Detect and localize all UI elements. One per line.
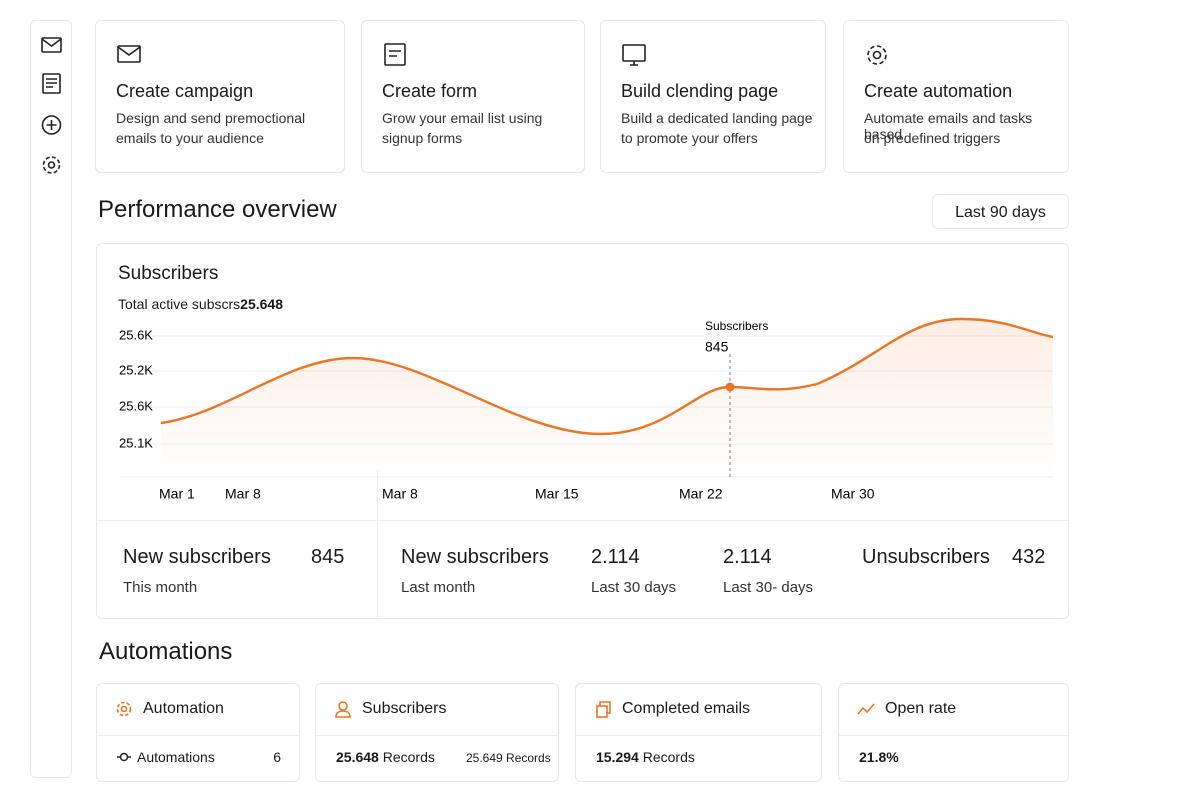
row-value: 6 (273, 749, 281, 765)
action-card[interactable]: Build clending page Build a dedicated lan… (600, 20, 826, 173)
row-unit: Records (642, 749, 695, 765)
automation-icon (116, 701, 132, 717)
action-title: Build clending page (621, 81, 779, 101)
action-card[interactable]: Create campaign Design and send premoctio… (95, 20, 345, 173)
action-title: Create campaign (116, 81, 254, 101)
action-description: Automate emails and tasks based (864, 110, 1033, 142)
action-description: signup forms (382, 130, 463, 146)
automation-card: Subscribers 25.648 Records 25.649 Records (315, 683, 559, 782)
y-tick-label: 25.1K (119, 435, 153, 450)
x-tick-label: Mar 30 (831, 486, 875, 502)
row-value: 21.8% (859, 749, 899, 765)
hover-point[interactable] (725, 382, 735, 392)
action-description: Grow your email list using (382, 110, 543, 126)
range-button[interactable]: Last 90 days (932, 194, 1069, 229)
stat-value: 2.114 (723, 546, 772, 568)
row-value: 15.294 (596, 749, 639, 765)
stat-value: 845 (311, 546, 345, 568)
total-label: Total active subscrs (118, 296, 241, 312)
row-value: 25.648 (336, 749, 379, 765)
action-icon (384, 43, 406, 66)
divider (576, 735, 821, 736)
x-tick-label: Mar 8 (225, 486, 261, 502)
row: 15.294 Records (596, 749, 695, 765)
area-fill (161, 319, 1053, 477)
sidebar (30, 20, 72, 778)
row-value: 25.649 (466, 751, 503, 765)
sidebar-icons (41, 37, 62, 174)
divider (97, 520, 1069, 521)
divider (377, 470, 378, 620)
y-tick-label: 25.2K (119, 362, 153, 377)
automation-card: Completed emails 15.294 Records (575, 683, 822, 782)
settings-icon[interactable] (42, 156, 61, 174)
row: 25.648 Records (336, 749, 435, 765)
stat-caption: Last month (401, 579, 476, 596)
automation-title: Subscribers (362, 700, 447, 717)
x-tick-label: Mar 15 (535, 486, 579, 502)
action-icon (867, 45, 887, 65)
row-label: Automations (137, 749, 215, 765)
automation-icon (335, 701, 351, 718)
action-icon (117, 45, 141, 63)
row: 21.8% (859, 749, 899, 765)
action-card[interactable]: Create form Grow your email list using sig… (361, 20, 585, 173)
action-title: Create form (382, 81, 478, 101)
action-title: Create automation (864, 81, 1013, 101)
stat-value: 432 (1012, 546, 1046, 568)
action-description: Design and send premoctional (116, 110, 306, 126)
y-tick-label: 25.6K (119, 398, 153, 413)
section-title: Performance overview (98, 196, 337, 223)
automation-card: Automation Automations 6 (96, 683, 300, 782)
x-tick-label: Mar 22 (679, 486, 723, 502)
stat-value: 2.114 (591, 546, 640, 568)
action-description: on predefined triggers (864, 130, 1001, 146)
row-icon (117, 752, 131, 762)
row: 25.649 Records (466, 751, 551, 765)
chart-card: Subscribers Total active subscrs25.648 S… (96, 243, 1069, 620)
stat-caption: Last 30 days (591, 579, 677, 596)
total-value: 25.648 (240, 296, 283, 312)
chart-title: Subscribers (118, 263, 219, 284)
stat-caption: Last 30- days (723, 579, 814, 596)
action-card[interactable]: Create automation Automate emails and tas… (843, 20, 1069, 173)
automation-title: Automation (143, 700, 224, 717)
row-unit: Records (382, 749, 435, 765)
automation-icon (596, 701, 611, 718)
mail-icon[interactable] (41, 37, 62, 53)
divider (839, 735, 1068, 736)
automation-title: Open rate (885, 700, 957, 717)
subscribers-line (160, 317, 1054, 436)
automation-title: Completed emails (622, 700, 751, 717)
total-line: Total active subscrs25.648 (118, 296, 283, 312)
action-icon (622, 44, 646, 66)
divider (97, 735, 299, 736)
add-icon[interactable] (41, 115, 62, 135)
action-description: emails to your audience (116, 130, 264, 146)
tooltip-label: Subscribers (705, 319, 768, 333)
automation-card: Open rate 21.8% (838, 683, 1069, 782)
stat-label: New subscribers (123, 546, 271, 568)
row-unit: Records (506, 751, 551, 765)
x-tick-label: Mar 8 (382, 486, 418, 502)
x-tick-label: Mar 1 (159, 486, 195, 502)
action-description: to promote your offers (621, 130, 758, 146)
tooltip-value: 845 (705, 339, 729, 355)
divider (316, 735, 558, 736)
action-description: Build a dedicated landing page (621, 110, 813, 126)
form-icon[interactable] (42, 73, 61, 94)
stat-caption: This month (123, 579, 198, 596)
stat-label: New subscribers (401, 546, 549, 568)
automation-icon (857, 703, 875, 715)
stat-label: Unsubscribers (862, 546, 990, 568)
y-tick-label: 25.6K (119, 327, 153, 342)
chart: Subscribers 845 25.6K 25.2K 25.6K 25.1K Mar … (119, 317, 1054, 502)
section-title: Automations (99, 638, 233, 665)
